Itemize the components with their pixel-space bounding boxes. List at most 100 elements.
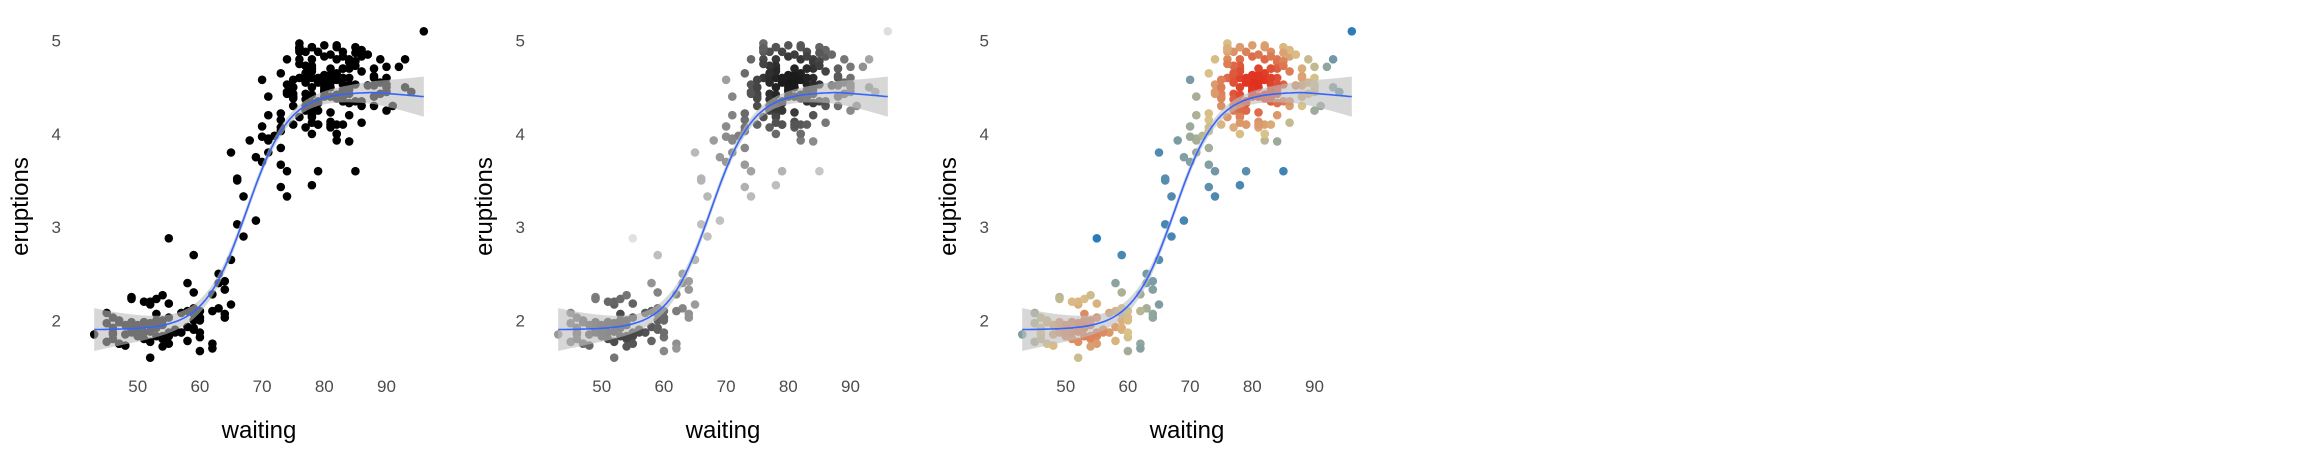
data-point: [276, 143, 286, 153]
data-point: [313, 47, 323, 57]
data-point: [1322, 62, 1332, 72]
data-point: [771, 73, 781, 83]
data-point: [257, 75, 267, 85]
data-point: [400, 55, 410, 64]
data-point: [338, 120, 348, 129]
data-point: [1235, 42, 1245, 52]
data-point: [759, 43, 768, 53]
data-point: [622, 290, 631, 300]
data-point: [158, 290, 167, 300]
confidence-band: [94, 76, 424, 351]
data-point: [1304, 55, 1313, 64]
data-point: [1241, 73, 1251, 83]
data-point: [728, 110, 737, 120]
data-point: [208, 306, 217, 316]
data-point: [282, 89, 292, 99]
data-point: [628, 299, 638, 308]
data-point: [1167, 192, 1176, 201]
data-point: [351, 166, 360, 176]
data-point: [1080, 294, 1089, 304]
data-point: [195, 313, 205, 322]
data-point: [363, 50, 373, 59]
data-point: [264, 92, 273, 101]
data-point: [208, 344, 217, 353]
data-point: [846, 106, 855, 115]
x-tick-label: 70: [717, 377, 736, 396]
smooth-line: [94, 91, 424, 331]
y-tick-label: 2: [52, 311, 61, 330]
data-point: [1223, 59, 1232, 69]
data-point: [1148, 313, 1158, 322]
data-point: [690, 148, 700, 157]
data-point: [1148, 285, 1158, 294]
y-axis-title: eruptions: [935, 157, 962, 256]
data-point: [307, 42, 317, 52]
data-point: [301, 69, 310, 78]
data-point: [1297, 64, 1307, 73]
data-point: [376, 55, 385, 64]
data-point: [659, 346, 669, 356]
data-point: [759, 59, 768, 69]
data-point: [746, 89, 756, 99]
data-point: [790, 71, 799, 81]
data-point: [715, 152, 725, 162]
data-point: [1185, 75, 1195, 85]
data-point: [338, 73, 348, 83]
data-point: [1167, 232, 1176, 241]
data-point: [883, 27, 893, 36]
data-point: [301, 78, 310, 87]
data-point: [790, 64, 799, 73]
data-point: [1229, 123, 1238, 132]
data-point: [740, 69, 750, 78]
data-point: [628, 234, 638, 243]
data-point: [765, 78, 774, 87]
data-point: [684, 285, 694, 294]
data-point: [802, 64, 812, 73]
data-point: [653, 250, 662, 260]
data-point: [808, 110, 818, 120]
y-tick-label: 5: [980, 32, 989, 51]
data-point: [332, 42, 342, 52]
data-point: [591, 294, 600, 304]
data-point: [1204, 182, 1214, 192]
data-point: [145, 337, 155, 347]
x-tick-label: 60: [654, 377, 673, 396]
data-point: [808, 137, 818, 146]
data-point: [1092, 234, 1102, 243]
data-point: [622, 342, 631, 351]
data-point: [864, 55, 874, 64]
data-point: [802, 73, 812, 83]
data-point: [152, 294, 161, 304]
data-point: [276, 182, 286, 192]
y-axis-title: eruptions: [7, 157, 34, 256]
data-point: [1223, 43, 1232, 53]
data-point: [1266, 73, 1276, 83]
data-point: [326, 108, 335, 117]
y-tick-label: 3: [52, 218, 61, 237]
data-point: [771, 129, 781, 139]
x-tick-label: 70: [253, 377, 272, 396]
data-point: [1117, 323, 1126, 333]
data-point: [659, 328, 669, 337]
data-point: [276, 109, 286, 118]
data-point: [164, 299, 174, 308]
data-point: [653, 288, 662, 297]
data-point: [1272, 73, 1282, 83]
data-point: [1092, 299, 1102, 308]
data-point: [1185, 132, 1195, 141]
data-point: [1285, 118, 1294, 127]
data-point: [326, 64, 335, 73]
data-point: [777, 47, 787, 57]
data-point: [189, 288, 198, 297]
data-point: [1216, 94, 1226, 103]
data-point: [609, 353, 619, 363]
data-point: [195, 346, 205, 356]
data-point: [357, 67, 366, 76]
chart-panel-1: 50 60 70 80 90 2 3 4 5 waiting eruptions: [7, 27, 429, 444]
data-point: [1310, 106, 1319, 115]
smooth-line: [1022, 91, 1352, 331]
data-point: [1260, 129, 1269, 139]
y-axis-title: eruptions: [471, 157, 498, 256]
data-point: [1179, 216, 1189, 225]
x-axis-title: waiting: [221, 417, 297, 444]
